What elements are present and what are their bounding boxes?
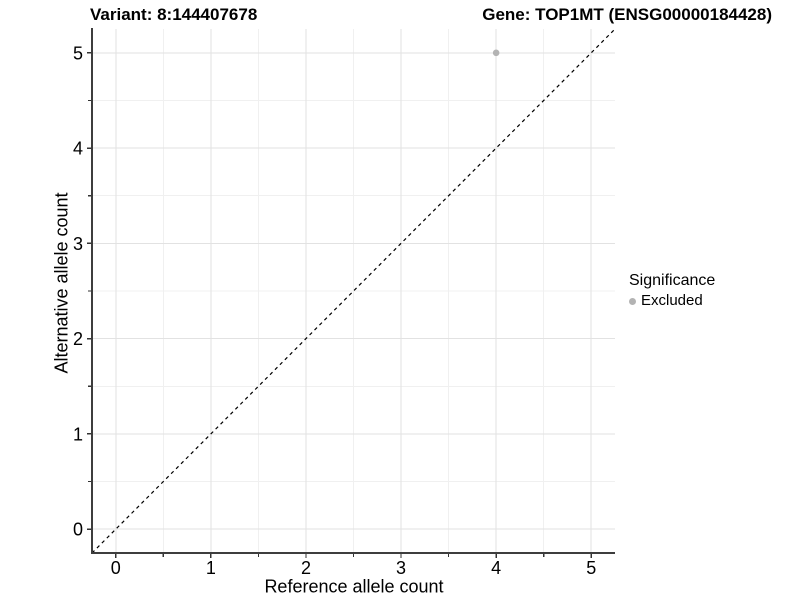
- y-tick-label: 2: [73, 329, 83, 349]
- y-axis-title: Alternative allele count: [51, 192, 72, 374]
- data-point: [492, 49, 500, 57]
- y-tick-label: 4: [73, 139, 83, 159]
- plot-title-gene: Gene: TOP1MT (ENSG00000184428): [482, 5, 772, 24]
- y-tick-label: 3: [73, 234, 83, 254]
- y-tick-label: 1: [73, 424, 83, 444]
- legend-point-icon: [629, 297, 636, 305]
- plot-title: Variant: 8:144407678 Gene: TOP1MT (ENSG0…: [90, 4, 772, 26]
- legend: Significance Excluded: [629, 270, 715, 311]
- x-tick-label: 4: [491, 558, 501, 578]
- legend-item-excluded: Excluded: [629, 291, 715, 311]
- x-tick-label: 3: [396, 558, 406, 578]
- legend-title: Significance: [629, 272, 716, 289]
- legend-item-label: Excluded: [641, 292, 703, 309]
- identity-reference-line: [91, 28, 616, 554]
- x-tick-label: 5: [586, 558, 596, 578]
- plot-title-variant: Variant: 8:144407678: [90, 5, 258, 24]
- x-axis-title: Reference allele count: [264, 576, 444, 597]
- y-tick-label: 5: [73, 43, 83, 63]
- y-tick-label: 0: [73, 520, 83, 540]
- x-tick-label: 1: [206, 558, 216, 578]
- x-tick-label: 0: [111, 558, 121, 578]
- x-tick-label: 2: [301, 558, 311, 578]
